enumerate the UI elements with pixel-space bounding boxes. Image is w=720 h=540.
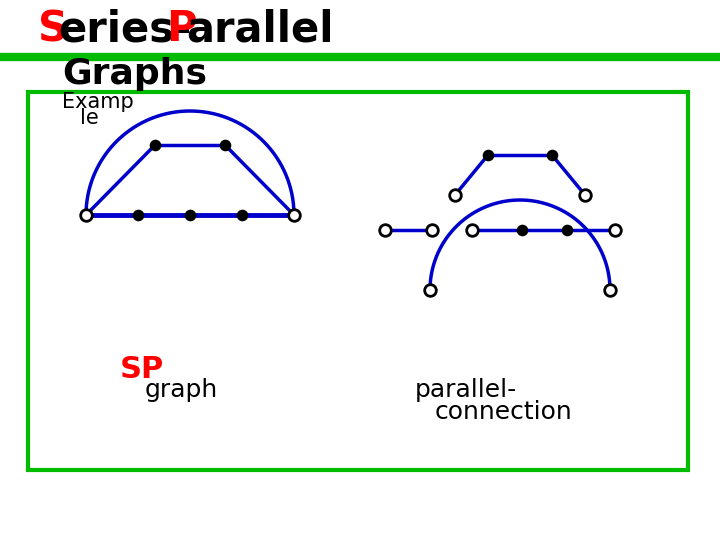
Point	[516, 226, 528, 234]
Text: P: P	[166, 8, 197, 50]
Point	[604, 286, 616, 294]
Point	[379, 226, 391, 234]
Point	[467, 226, 478, 234]
Point	[579, 191, 590, 199]
Point	[449, 191, 461, 199]
Text: eries-: eries-	[58, 8, 192, 50]
Point	[546, 151, 558, 159]
Point	[236, 211, 248, 219]
Point	[562, 226, 573, 234]
Text: arallel: arallel	[186, 8, 333, 50]
Text: Examp: Examp	[62, 92, 134, 112]
Text: Graphs: Graphs	[62, 57, 207, 91]
Point	[609, 226, 621, 234]
Text: SP: SP	[120, 355, 164, 384]
Point	[424, 286, 436, 294]
Text: S: S	[38, 8, 68, 50]
Text: graph: graph	[145, 378, 218, 402]
Point	[80, 211, 91, 219]
Text: parallel-: parallel-	[415, 378, 517, 402]
Point	[482, 151, 494, 159]
Text: le: le	[80, 108, 99, 128]
Point	[184, 211, 196, 219]
Point	[219, 141, 230, 150]
Point	[288, 211, 300, 219]
Bar	[28, 92, 688, 470]
Point	[149, 141, 161, 150]
Text: connection: connection	[435, 400, 572, 424]
Point	[132, 211, 144, 219]
Point	[426, 226, 438, 234]
